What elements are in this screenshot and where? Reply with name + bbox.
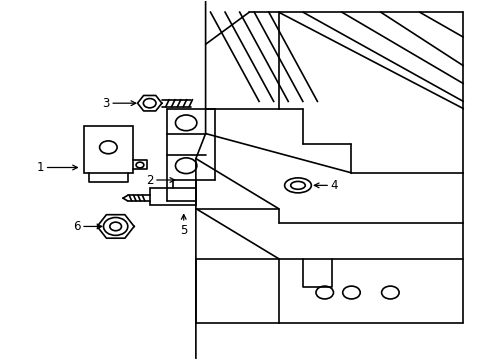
Circle shape [175,158,197,174]
Circle shape [110,222,121,231]
Circle shape [381,286,398,299]
Ellipse shape [284,178,311,193]
Text: 5: 5 [180,215,187,237]
FancyBboxPatch shape [84,126,132,173]
Text: 2: 2 [145,174,174,186]
Circle shape [100,141,117,154]
Ellipse shape [290,181,305,189]
Circle shape [175,115,197,131]
Text: 3: 3 [102,97,136,110]
Circle shape [143,99,156,108]
Circle shape [315,286,333,299]
Circle shape [342,286,360,299]
Text: 6: 6 [73,220,102,233]
FancyBboxPatch shape [149,188,196,205]
Circle shape [103,217,127,235]
Text: 1: 1 [37,161,77,174]
Text: 4: 4 [314,179,338,192]
Circle shape [136,162,143,168]
